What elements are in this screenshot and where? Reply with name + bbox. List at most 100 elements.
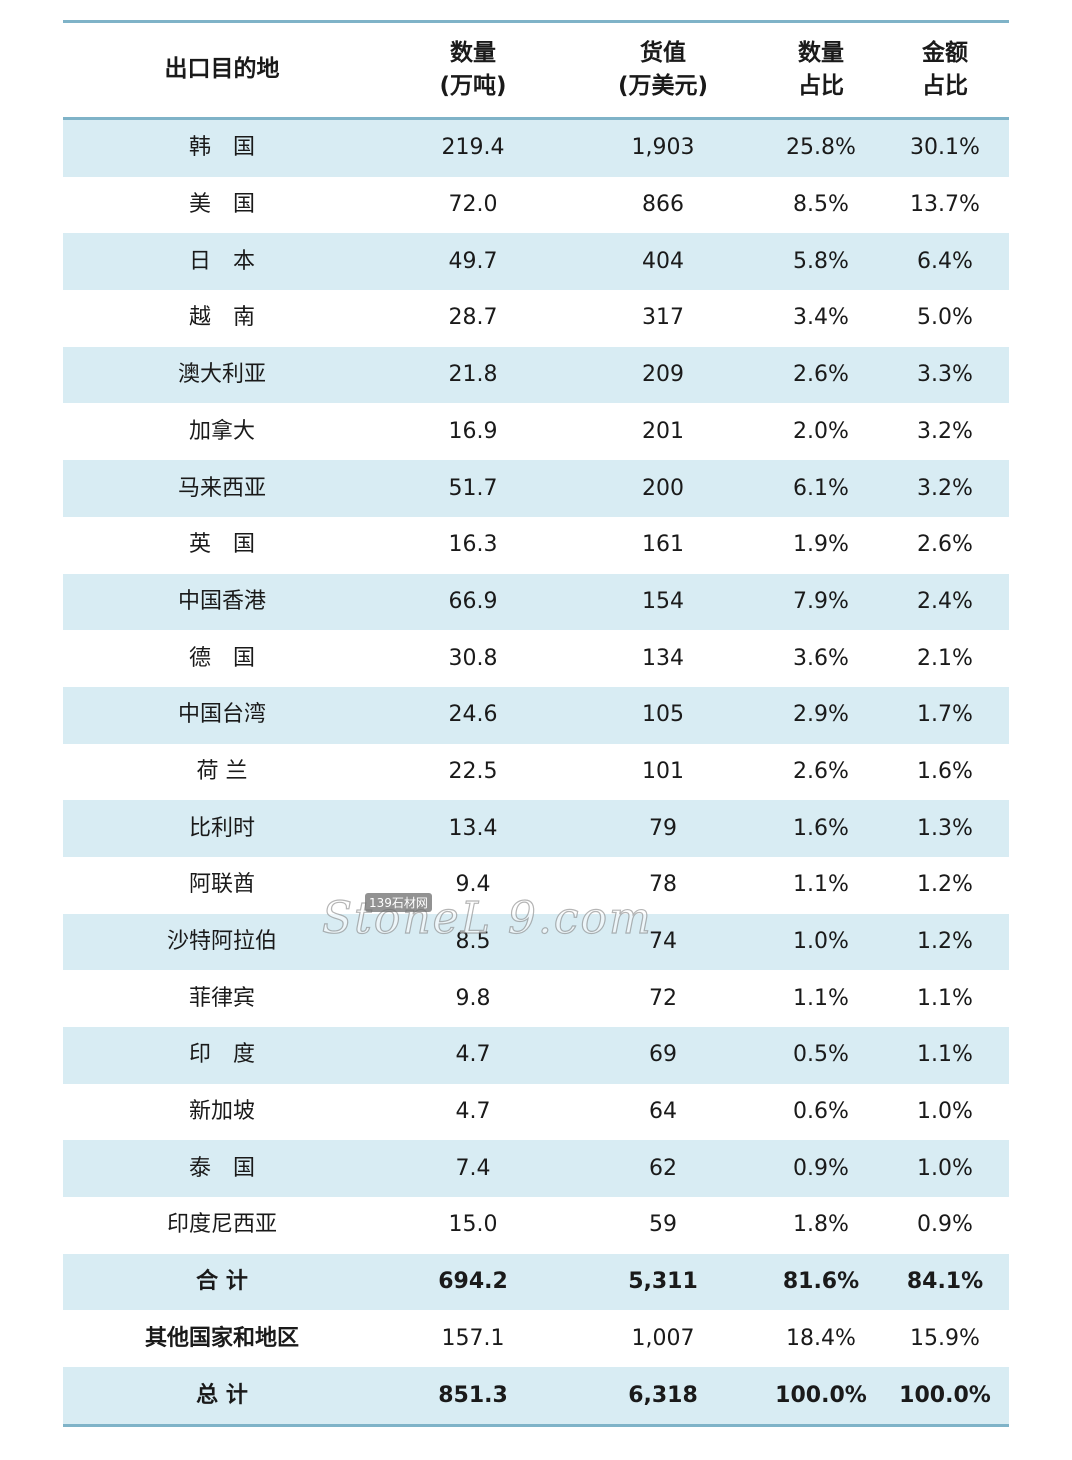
- destination-cell: 印度尼西亚: [166, 1212, 277, 1238]
- total-label: 总 计: [196, 1382, 248, 1408]
- others-row: 其他国家和地区 157.1 1,007 18.4% 15.9%: [63, 1310, 1009, 1367]
- value-cell: 74: [649, 929, 677, 955]
- table-row: 沙特阿拉伯 8.5 74 1.0% 1.2%: [63, 913, 1009, 971]
- header-quantity: 数量 (万吨): [439, 39, 507, 99]
- table-row: 阿联酋 9.4 78 1.1% 1.2%: [63, 857, 1009, 914]
- amount-share-cell: 3.2%: [917, 418, 973, 444]
- destination-cell: 英 国: [188, 532, 255, 558]
- quantity-share-cell: 3.4%: [793, 305, 849, 331]
- amount-share-cell: 84.1%: [906, 1269, 984, 1295]
- quantity-share-cell: 2.9%: [793, 702, 849, 728]
- amount-share-cell: 1.7%: [917, 702, 973, 728]
- header-rule: [63, 117, 1009, 120]
- value-cell: 1,903: [631, 135, 695, 161]
- table-row: 新加坡 4.7 64 0.6% 1.0%: [63, 1084, 1009, 1141]
- amount-share-cell: 1.6%: [917, 758, 973, 784]
- table-row: 马来西亚 51.7 200 6.1% 3.2%: [63, 460, 1009, 517]
- quantity-cell: 21.8: [448, 362, 498, 388]
- quantity-share-cell: 2.0%: [793, 418, 849, 444]
- value-cell: 59: [649, 1212, 677, 1238]
- quantity-share-cell: 8.5%: [793, 192, 849, 218]
- table-row: 韩 国 219.4 1,903 25.8% 30.1%: [63, 120, 1009, 177]
- value-cell: 101: [642, 758, 684, 784]
- amount-share-cell: 1.0%: [917, 1099, 973, 1125]
- quantity-share-cell: 7.9%: [793, 588, 849, 614]
- value-cell: 134: [642, 645, 684, 671]
- destination-cell: 中国香港: [177, 588, 266, 614]
- quantity-share-cell: 1.9%: [793, 532, 849, 558]
- quantity-cell: 694.2: [438, 1269, 508, 1295]
- quantity-cell: 16.3: [448, 532, 498, 558]
- header-amount-share: 金额 占比: [922, 39, 968, 99]
- table-row: 印 度 4.7 69 0.5% 1.1%: [63, 1027, 1009, 1084]
- top-rule: [63, 20, 1009, 23]
- destination-cell: 中国台湾: [177, 702, 266, 728]
- table-row: 英 国 16.3 161 1.9% 2.6%: [63, 517, 1009, 574]
- quantity-share-cell: 100.0%: [775, 1382, 867, 1408]
- amount-share-cell: 30.1%: [910, 135, 980, 161]
- table-row: 日 本 49.7 404 5.8% 6.4%: [63, 233, 1009, 291]
- value-cell: 209: [642, 362, 684, 388]
- quantity-share-cell: 1.1%: [793, 872, 849, 898]
- quantity-share-cell: 5.8%: [793, 248, 849, 274]
- destination-cell: 加拿大: [188, 418, 255, 444]
- destination-cell: 菲律宾: [188, 985, 255, 1011]
- destination-cell: 韩 国: [188, 135, 255, 161]
- amount-share-cell: 1.0%: [917, 1155, 973, 1181]
- value-cell: 317: [642, 305, 684, 331]
- table-row: 菲律宾 9.8 72 1.1% 1.1%: [63, 970, 1009, 1027]
- quantity-cell: 9.8: [455, 985, 491, 1011]
- table-header: 出口目的地 数量 (万吨) 货值 (万美元) 数量 占比 金额 占比: [63, 23, 1009, 117]
- quantity-share-cell: 0.9%: [793, 1155, 849, 1181]
- quantity-share-cell: 0.6%: [793, 1099, 849, 1125]
- value-cell: 404: [642, 248, 684, 274]
- quantity-cell: 22.5: [448, 758, 498, 784]
- value-cell: 105: [642, 702, 684, 728]
- value-cell: 6,318: [628, 1382, 698, 1408]
- header-value: 货值 (万美元): [617, 39, 709, 99]
- destination-cell: 泰 国: [188, 1155, 255, 1181]
- value-cell: 62: [649, 1155, 677, 1181]
- quantity-share-cell: 1.8%: [793, 1212, 849, 1238]
- table-row: 德 国 30.8 134 3.6% 2.1%: [63, 630, 1009, 687]
- quantity-cell: 157.1: [441, 1325, 505, 1351]
- quantity-cell: 72.0: [448, 192, 498, 218]
- value-cell: 78: [649, 872, 677, 898]
- destination-cell: 沙特阿拉伯: [166, 929, 277, 955]
- export-destination-table: 出口目的地 数量 (万吨) 货值 (万美元) 数量 占比 金额 占比 韩 国 2…: [63, 20, 1009, 1427]
- amount-share-cell: 2.4%: [917, 588, 973, 614]
- header-destination: 出口目的地: [164, 56, 280, 83]
- quantity-cell: 7.4: [455, 1155, 491, 1181]
- quantity-share-cell: 3.6%: [793, 645, 849, 671]
- quantity-cell: 9.4: [455, 872, 491, 898]
- quantity-share-cell: 2.6%: [793, 362, 849, 388]
- destination-cell: 比利时: [188, 815, 255, 841]
- amount-share-cell: 0.9%: [917, 1212, 973, 1238]
- amount-share-cell: 15.9%: [910, 1325, 980, 1351]
- quantity-share-cell: 6.1%: [793, 475, 849, 501]
- value-cell: 69: [649, 1042, 677, 1068]
- amount-share-cell: 6.4%: [917, 248, 973, 274]
- destination-cell: 澳大利亚: [177, 362, 266, 388]
- value-cell: 79: [649, 815, 677, 841]
- destination-cell: 越 南: [188, 305, 255, 331]
- amount-share-cell: 1.1%: [917, 985, 973, 1011]
- amount-share-cell: 1.1%: [917, 1042, 973, 1068]
- table-row: 比利时 13.4 79 1.6% 1.3%: [63, 800, 1009, 857]
- amount-share-cell: 2.6%: [917, 532, 973, 558]
- table-row: 越 南 28.7 317 3.4% 5.0%: [63, 290, 1009, 347]
- destination-cell: 马来西亚: [177, 475, 266, 501]
- destination-cell: 阿联酋: [188, 872, 255, 898]
- quantity-cell: 49.7: [448, 248, 498, 274]
- header-quantity-share: 数量 占比: [798, 39, 844, 99]
- destination-cell: 德 国: [188, 645, 255, 671]
- amount-share-cell: 1.3%: [917, 815, 973, 841]
- table-row: 澳大利亚 21.8 209 2.6% 3.3%: [63, 346, 1009, 404]
- quantity-cell: 24.6: [448, 702, 498, 728]
- value-cell: 200: [642, 475, 684, 501]
- amount-share-cell: 3.3%: [917, 362, 973, 388]
- quantity-cell: 4.7: [455, 1042, 491, 1068]
- quantity-cell: 16.9: [448, 418, 498, 444]
- quantity-share-cell: 25.8%: [786, 135, 856, 161]
- quantity-share-cell: 18.4%: [786, 1325, 856, 1351]
